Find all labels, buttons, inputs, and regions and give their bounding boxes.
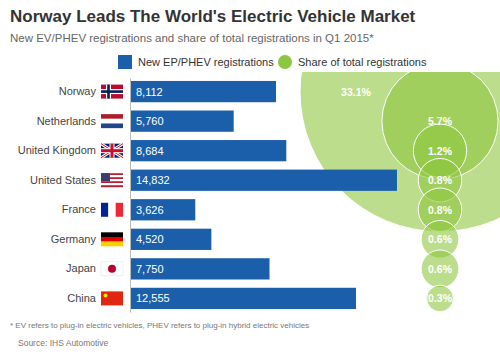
bubble-label: 1.2% [428, 145, 453, 157]
chart: Norway Leads The World's Electric Vehicl… [0, 0, 500, 356]
tick: Japan [66, 262, 96, 274]
legend-label: New EP/PHEV registrations [138, 56, 274, 68]
tick: United States [30, 174, 97, 186]
flag [101, 173, 123, 187]
background [0, 0, 500, 356]
bar-label: 4,520 [136, 233, 164, 245]
legend-item: Share of total registrations [278, 55, 427, 69]
bar [130, 81, 276, 102]
bar-label: 14,832 [136, 174, 170, 186]
bar-label: 12,555 [136, 292, 170, 304]
flag [101, 232, 123, 246]
tick-label: Netherlands [37, 115, 97, 127]
bubble-label: 0.8% [428, 204, 453, 216]
flags [101, 85, 123, 306]
tick: China [67, 292, 97, 304]
bar-label: 3,626 [136, 204, 164, 216]
bar-label: 7,750 [136, 263, 164, 275]
flag [101, 144, 123, 158]
tick-label: France [62, 203, 96, 215]
title: Norway Leads The World's Electric Vehicl… [10, 7, 416, 26]
bar [130, 170, 397, 191]
legend-item: New EP/PHEV registrations [118, 55, 274, 69]
flag [101, 114, 123, 128]
bubble [427, 285, 454, 312]
bar [130, 199, 195, 220]
y-axis: Norway Netherlands United Kingdom United St… [18, 79, 131, 313]
bar [130, 140, 286, 161]
bar [130, 229, 211, 250]
footnote: * EV refers to plug-in electric vehicles… [10, 321, 309, 330]
flag [101, 262, 123, 276]
bubble-label: 0.6% [428, 233, 453, 245]
legend-label: Share of total registrations [298, 56, 427, 68]
tick: France [62, 203, 96, 215]
tick-label: Norway [59, 85, 97, 97]
bar-label: 8,112 [136, 86, 163, 98]
tick: United Kingdom [18, 144, 96, 156]
tick-label: China [67, 292, 97, 304]
flag [101, 85, 123, 99]
tick-label: Japan [66, 262, 96, 274]
tick: Norway [59, 85, 97, 97]
source: Source: IHS Automotive [18, 338, 109, 348]
legend: New EP/PHEV registrations Share of total … [118, 55, 427, 69]
bars [130, 81, 397, 309]
tick-label: United Kingdom [18, 144, 96, 156]
bar-label: 5,760 [136, 115, 164, 127]
bubble-label: 0.3% [428, 292, 453, 304]
bubble [421, 250, 459, 288]
tick-label: Germany [51, 233, 97, 245]
bubble [300, 72, 500, 232]
bubble-label: 0.8% [428, 174, 453, 186]
flag [101, 203, 123, 217]
bar [130, 111, 234, 132]
bubble-label: 33.1% [341, 86, 371, 98]
bar-labels: 8,112 5,760 8,684 14,832 3,626 4,520 7,750 12,5… [136, 86, 170, 305]
legend-swatch [118, 55, 132, 69]
flag [101, 291, 123, 305]
bubble-label: 0.6% [428, 263, 453, 275]
bubbles [300, 72, 500, 312]
legend-swatch [278, 55, 292, 69]
subtitle: New EV/PHEV registrations and share of t… [10, 32, 374, 44]
tick: Germany [51, 233, 97, 245]
tick: Netherlands [37, 115, 97, 127]
tick-label: United States [30, 174, 97, 186]
bar [130, 288, 356, 309]
bar [130, 258, 270, 279]
axis-line [130, 79, 131, 313]
bar-label: 8,684 [136, 145, 164, 157]
bubble-labels: 33.1% 5.7% 1.2% 0.8% 0.8% 0.6% 0.6% 0.3% [341, 86, 453, 305]
bubble-label: 5.7% [428, 115, 453, 127]
